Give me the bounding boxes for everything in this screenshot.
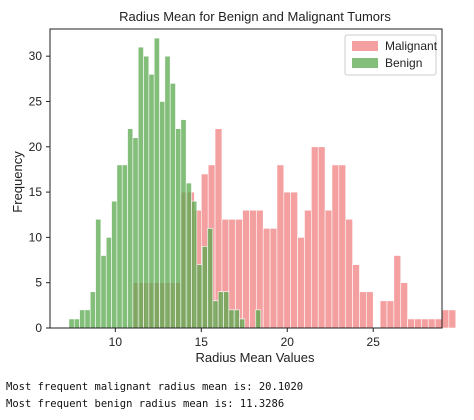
benign-legend-swatch xyxy=(352,58,378,68)
benign-bar xyxy=(137,46,144,329)
malignant-bar xyxy=(379,300,388,329)
malignant-bar xyxy=(448,309,457,329)
benign-bar xyxy=(185,182,192,329)
malignant-bar xyxy=(290,191,298,329)
benign-bar xyxy=(233,309,240,329)
benign-bar xyxy=(73,318,80,329)
benign-bar xyxy=(159,101,166,329)
malignant-bar xyxy=(262,228,271,329)
malignant-bar xyxy=(311,146,319,329)
benign-bar xyxy=(180,119,187,329)
malignant-bar xyxy=(317,146,326,329)
benign-bar xyxy=(95,218,102,329)
malignant-bar xyxy=(427,318,436,329)
malignant-bar xyxy=(242,209,250,329)
benign-bar xyxy=(207,228,214,329)
benign-legend-label: Benign xyxy=(385,56,422,70)
benign-bar xyxy=(89,291,96,329)
plot-area: 10 15 20 25 0 5 10 15 20 25 30 Malignant Benign xyxy=(29,28,457,349)
y-tick-label: 0 xyxy=(35,321,42,335)
legend: Malignant Benign xyxy=(344,34,438,76)
benign-bar xyxy=(116,164,123,329)
benign-bar xyxy=(212,300,219,329)
malignant-bar xyxy=(276,164,285,329)
malignant-bar xyxy=(345,218,353,329)
y-tick-label: 30 xyxy=(29,49,43,63)
malignant-bar xyxy=(393,255,402,329)
x-tick-label: 15 xyxy=(195,335,209,349)
malignant-bar xyxy=(400,282,408,329)
benign-bar xyxy=(148,74,155,329)
y-tick-label: 15 xyxy=(29,185,43,199)
benign-bar xyxy=(239,318,246,329)
benign-bar xyxy=(191,200,198,329)
x-axis-label: Radius Mean Values xyxy=(196,350,315,365)
malignant-bar xyxy=(434,318,443,329)
malignant-bar xyxy=(338,164,347,329)
benign-bar xyxy=(201,246,208,329)
malignant-bar xyxy=(441,309,450,329)
benign-bar xyxy=(217,291,224,329)
y-tick-label: 25 xyxy=(29,94,43,108)
benign-bar xyxy=(132,137,139,329)
benign-bar xyxy=(223,291,230,329)
malignant-bar xyxy=(414,318,422,329)
malignant-bar xyxy=(407,318,415,329)
x-tick-label: 10 xyxy=(109,335,123,349)
malignant-bar xyxy=(366,291,374,329)
benign-bar xyxy=(121,164,128,329)
x-tick-label: 20 xyxy=(281,335,295,349)
benign-bar xyxy=(153,37,160,329)
malignant-bar xyxy=(269,228,278,329)
y-tick-label: 20 xyxy=(29,140,43,154)
benign-bar xyxy=(228,309,235,329)
malignant-bar xyxy=(352,264,360,329)
benign-bar xyxy=(105,237,112,329)
benign-bar xyxy=(143,55,150,329)
histogram-chart: Radius Mean for Benign and Malignant Tum… xyxy=(10,9,457,365)
malignant-bar xyxy=(331,164,340,329)
benign-bar xyxy=(164,55,171,329)
benign-bar xyxy=(111,200,118,329)
benign-bar xyxy=(175,128,182,329)
benign-bar xyxy=(84,309,91,329)
malignant-legend-label: Malignant xyxy=(385,39,438,53)
malignant-bar xyxy=(283,191,292,329)
benign-bar xyxy=(100,255,107,329)
malignant-bar xyxy=(359,291,367,329)
benign-bar xyxy=(79,309,86,329)
malignant-bar xyxy=(297,237,305,329)
axes-frame xyxy=(49,28,443,329)
benign-bar xyxy=(127,128,134,329)
benign-bar xyxy=(169,83,176,329)
benign-bar xyxy=(196,264,203,329)
y-tick-label: 5 xyxy=(35,276,42,290)
malignant-bar xyxy=(386,300,395,329)
malignant-bar xyxy=(421,318,429,329)
malignant-bar xyxy=(324,209,333,329)
output-line-malignant: Most frequent malignant radius mean is: … xyxy=(6,381,304,393)
x-tick-label: 25 xyxy=(367,335,381,349)
chart-title: Radius Mean for Benign and Malignant Tum… xyxy=(119,9,391,24)
benign-bar xyxy=(255,309,262,329)
benign-bar xyxy=(68,318,75,329)
malignant-bar xyxy=(304,209,312,329)
output-line-benign: Most frequent benign radius mean is: 11.… xyxy=(6,398,285,410)
y-tick-label: 10 xyxy=(29,230,43,244)
y-axis-label: Frequency xyxy=(10,151,25,213)
malignant-legend-swatch xyxy=(352,41,378,51)
